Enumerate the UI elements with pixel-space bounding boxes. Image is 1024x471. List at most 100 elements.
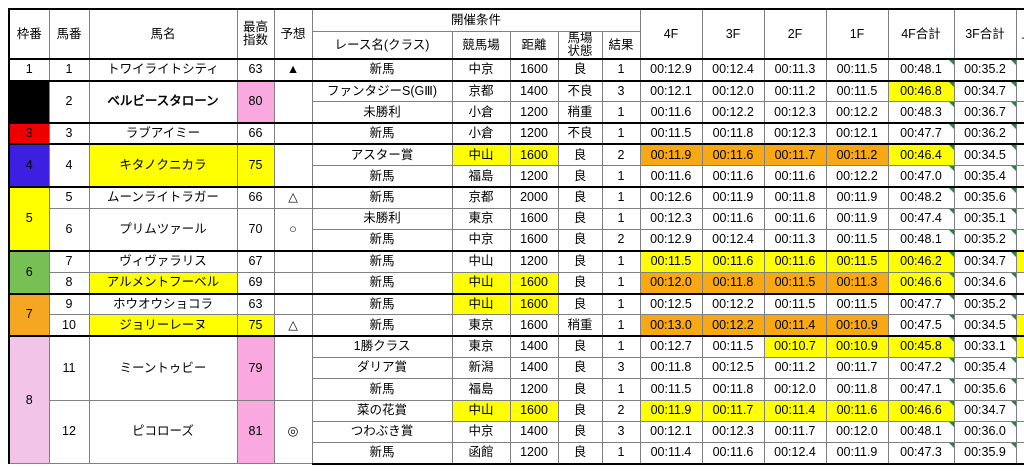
distance-cell: 1600 [509,399,559,422]
split-2f-cell: 00:11.8 [763,186,827,209]
split-4f-cell: 00:11.9 [639,399,703,422]
split-4f-cell: 00:11.9 [639,143,703,167]
header-last-3f: 上がり3F [1015,7,1024,60]
last-3f-cell: 35.0 [1015,186,1024,209]
split-3f-cell: 00:12.2 [701,292,765,316]
header-horse-name: 馬名 [88,7,238,60]
split-3f-cell: 00:11.7 [701,399,765,422]
split-3f-cell: 00:12.3 [701,420,765,444]
total-3f-cell: 00:34.7 [953,249,1017,273]
horse-name-cell[interactable]: ピコローズ [88,399,238,465]
prediction-mark-cell[interactable]: ▲ [273,58,313,82]
horse-name-cell[interactable]: ホウオウショコラ [88,292,238,316]
prediction-mark-cell[interactable] [273,122,313,145]
horse-name-cell[interactable]: アルメントフーベル [88,271,238,295]
track-condition-cell: 不良 [557,79,603,103]
racecourse-cell: 中京 [451,420,511,444]
split-3f-cell: 00:11.5 [701,335,765,358]
total-3f-cell: 00:33.1 [953,335,1017,358]
result-cell: 3 [601,420,641,444]
table-row: 8 11 ミーントゥビー 79 1勝クラス 東京 1400 良 1 00:12.7 00:11.5 0… [8,335,1024,465]
split-1f-cell: 00:12.1 [825,122,889,145]
split-4f-cell: 00:11.5 [639,378,703,401]
header-3f: 3F [701,7,765,60]
track-condition-cell: 良 [557,399,603,422]
split-4f-cell: 00:11.6 [639,165,703,188]
racecourse-cell: 中山 [451,249,511,273]
horse-name-cell[interactable]: ムーンライトラガー [88,186,238,209]
total-3f-cell: 00:35.6 [953,378,1017,401]
result-cell: 1 [601,101,641,124]
header-1f: 1F [825,7,889,60]
split-4f-cell: 00:12.6 [639,186,703,209]
header-max-index-line1: 最高 [242,20,268,34]
header-track-line2: 状態 [567,44,593,59]
racecourse-cell: 京都 [451,79,511,103]
last-3f-cell: 34.5 [1015,271,1024,295]
split-1f-cell: 00:11.3 [825,271,889,295]
racecourse-cell: 小倉 [451,122,511,145]
prediction-mark-cell[interactable] [273,249,313,273]
max-index-cell: 69 [236,271,275,295]
result-cell: 1 [601,442,641,465]
split-4f-cell: 00:12.9 [639,229,703,252]
split-2f-cell: 00:10.7 [763,335,827,358]
distance-cell: 1600 [509,271,559,295]
horse-name-cell[interactable]: ミーントゥビー [88,335,238,401]
header-race-name: レース名(クラス) [311,31,453,60]
split-2f-cell: 00:12.3 [763,101,827,124]
split-3f-cell: 00:12.4 [701,58,765,82]
prediction-mark-cell[interactable]: ◎ [273,399,313,465]
horse-number-cell: 8 [48,271,90,295]
horse-name-cell[interactable]: キタノクニカラ [88,143,238,188]
total-4f-cell: 00:46.2 [887,249,955,273]
race-name-cell: アスター賞 [311,143,453,167]
prediction-mark-cell[interactable]: △ [273,314,313,337]
total-4f-cell: 00:48.1 [887,58,955,82]
race-name-cell: 新馬 [311,292,453,316]
split-1f-cell: 00:11.9 [825,207,889,231]
horse-name-cell[interactable]: プリムツァール [88,207,238,252]
header-row-1: 枠番 馬番 馬名 最高 指数 予想 開催条件 4F 3F 2F 1F 4F合計 … [8,7,1024,60]
distance-cell: 1600 [509,207,559,231]
distance-cell: 1200 [509,442,559,465]
result-cell: 3 [601,79,641,103]
last-3f-cell: 36.0 [1015,356,1024,380]
frame-number-cell: 1 [8,58,50,82]
last-3f-cell: 34.9 [1015,229,1024,252]
racecourse-cell: 京都 [451,186,511,209]
header-max-index-line2: 指数 [242,33,268,48]
track-condition-cell: 良 [557,292,603,316]
track-condition-cell: 良 [557,249,603,273]
prediction-mark-cell[interactable]: △ [273,186,313,209]
horse-name-cell[interactable]: ラブアイミー [88,122,238,145]
horse-name-cell[interactable]: トワイライトシティ [88,58,238,82]
table-row: 7 9 ホウオウショコラ 63 新馬 中山 1600 良 1 00:12.5 00:12.2 00:1… [8,292,1024,337]
split-4f-cell: 00:11.5 [639,249,703,273]
split-2f-cell: 00:11.5 [763,292,827,316]
split-1f-cell: 00:11.2 [825,143,889,167]
total-4f-cell: 00:48.1 [887,229,955,252]
racecourse-cell: 中山 [451,399,511,422]
table-row: 2 2 ベルビースタローン 80 ファンタジーS(GⅢ) 京都 1400 不良 3 00:12.1… [8,79,1024,124]
horse-number-cell: 4 [48,143,90,188]
distance-cell: 1400 [509,420,559,444]
prediction-mark-cell[interactable] [273,271,313,295]
race-name-cell: 未勝利 [311,207,453,231]
prediction-mark-cell[interactable] [273,143,313,188]
horse-name-cell[interactable]: ベルビースタローン [88,79,238,124]
horse-number-cell: 7 [48,249,90,273]
total-4f-cell: 00:47.3 [887,442,955,465]
horse-name-cell[interactable]: ヴィヴァラリス [88,249,238,273]
racecourse-cell: 中山 [451,143,511,167]
prediction-mark-cell[interactable] [273,292,313,316]
split-4f-cell: 00:12.9 [639,58,703,82]
last-3f-cell: 34.9 [1015,58,1024,82]
prediction-mark-cell[interactable] [273,335,313,401]
result-cell: 1 [601,165,641,188]
prediction-mark-cell[interactable]: ○ [273,207,313,252]
prediction-mark-cell[interactable] [273,79,313,124]
total-4f-cell: 00:47.7 [887,292,955,316]
horse-name-cell[interactable]: ジョリーレーヌ [88,314,238,337]
last-3f-cell: 36.2 [1015,122,1024,145]
